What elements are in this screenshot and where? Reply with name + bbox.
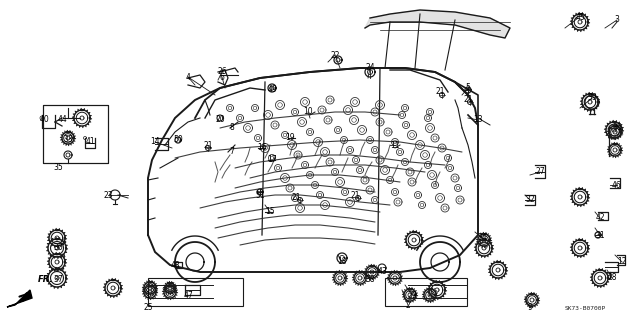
Text: 15: 15 (265, 207, 275, 217)
Polygon shape (365, 10, 510, 38)
Text: 28: 28 (607, 273, 617, 283)
Text: 37: 37 (53, 276, 63, 285)
Text: 42: 42 (595, 213, 605, 222)
Text: 1: 1 (146, 291, 150, 300)
Text: 34: 34 (477, 234, 487, 242)
Text: 35: 35 (53, 164, 63, 173)
Text: 50: 50 (173, 136, 183, 145)
Bar (148, 278, 243, 306)
Text: 14: 14 (150, 137, 160, 146)
Polygon shape (7, 290, 32, 307)
Text: 18: 18 (337, 257, 347, 266)
Text: 32: 32 (525, 196, 535, 204)
Text: 49: 49 (267, 85, 277, 94)
Text: 7: 7 (230, 147, 234, 157)
Bar (43, 105, 108, 163)
Text: 30: 30 (53, 243, 63, 253)
Text: SK73-B0700P: SK73-B0700P (565, 306, 606, 310)
Text: 27: 27 (535, 167, 545, 176)
Text: 21: 21 (350, 190, 360, 199)
Text: 38: 38 (365, 276, 375, 285)
Text: 21: 21 (463, 95, 473, 105)
Text: 13: 13 (473, 115, 483, 124)
Text: 41: 41 (85, 137, 95, 146)
Text: 47: 47 (183, 291, 193, 300)
Text: 23: 23 (103, 190, 113, 199)
Text: 6: 6 (220, 72, 225, 81)
Text: 21: 21 (204, 140, 212, 150)
Text: 40: 40 (40, 115, 50, 124)
Text: 20: 20 (215, 115, 225, 124)
Text: 22: 22 (330, 50, 340, 60)
Text: 25: 25 (143, 303, 153, 313)
Text: 4: 4 (186, 72, 191, 81)
Text: 12: 12 (617, 257, 627, 266)
Text: 43: 43 (377, 268, 387, 277)
Text: 3: 3 (614, 16, 620, 25)
Text: 39: 39 (587, 93, 597, 102)
Text: 31: 31 (595, 231, 605, 240)
Text: 26: 26 (217, 68, 227, 77)
Text: 21: 21 (435, 87, 445, 97)
Text: 44: 44 (57, 115, 67, 124)
Text: 16: 16 (257, 144, 267, 152)
Bar (385, 278, 467, 306)
Text: 45: 45 (575, 13, 585, 23)
Text: 10: 10 (303, 108, 313, 116)
Text: 24: 24 (365, 63, 375, 72)
Text: 11: 11 (390, 140, 400, 150)
Text: 51: 51 (255, 190, 265, 199)
Text: 5: 5 (465, 84, 470, 93)
Text: 17: 17 (267, 155, 277, 165)
Text: 36: 36 (612, 123, 622, 132)
Text: 29: 29 (407, 291, 417, 300)
Text: 8: 8 (230, 123, 234, 132)
Text: 19: 19 (285, 133, 295, 143)
Bar (43, 105, 108, 163)
Text: 33: 33 (63, 136, 73, 145)
Text: 46: 46 (612, 181, 622, 189)
Text: FR.: FR. (38, 276, 54, 285)
Text: 9: 9 (527, 303, 532, 313)
Text: 48: 48 (170, 261, 180, 270)
Text: 21: 21 (291, 194, 301, 203)
Text: 2: 2 (406, 300, 410, 309)
